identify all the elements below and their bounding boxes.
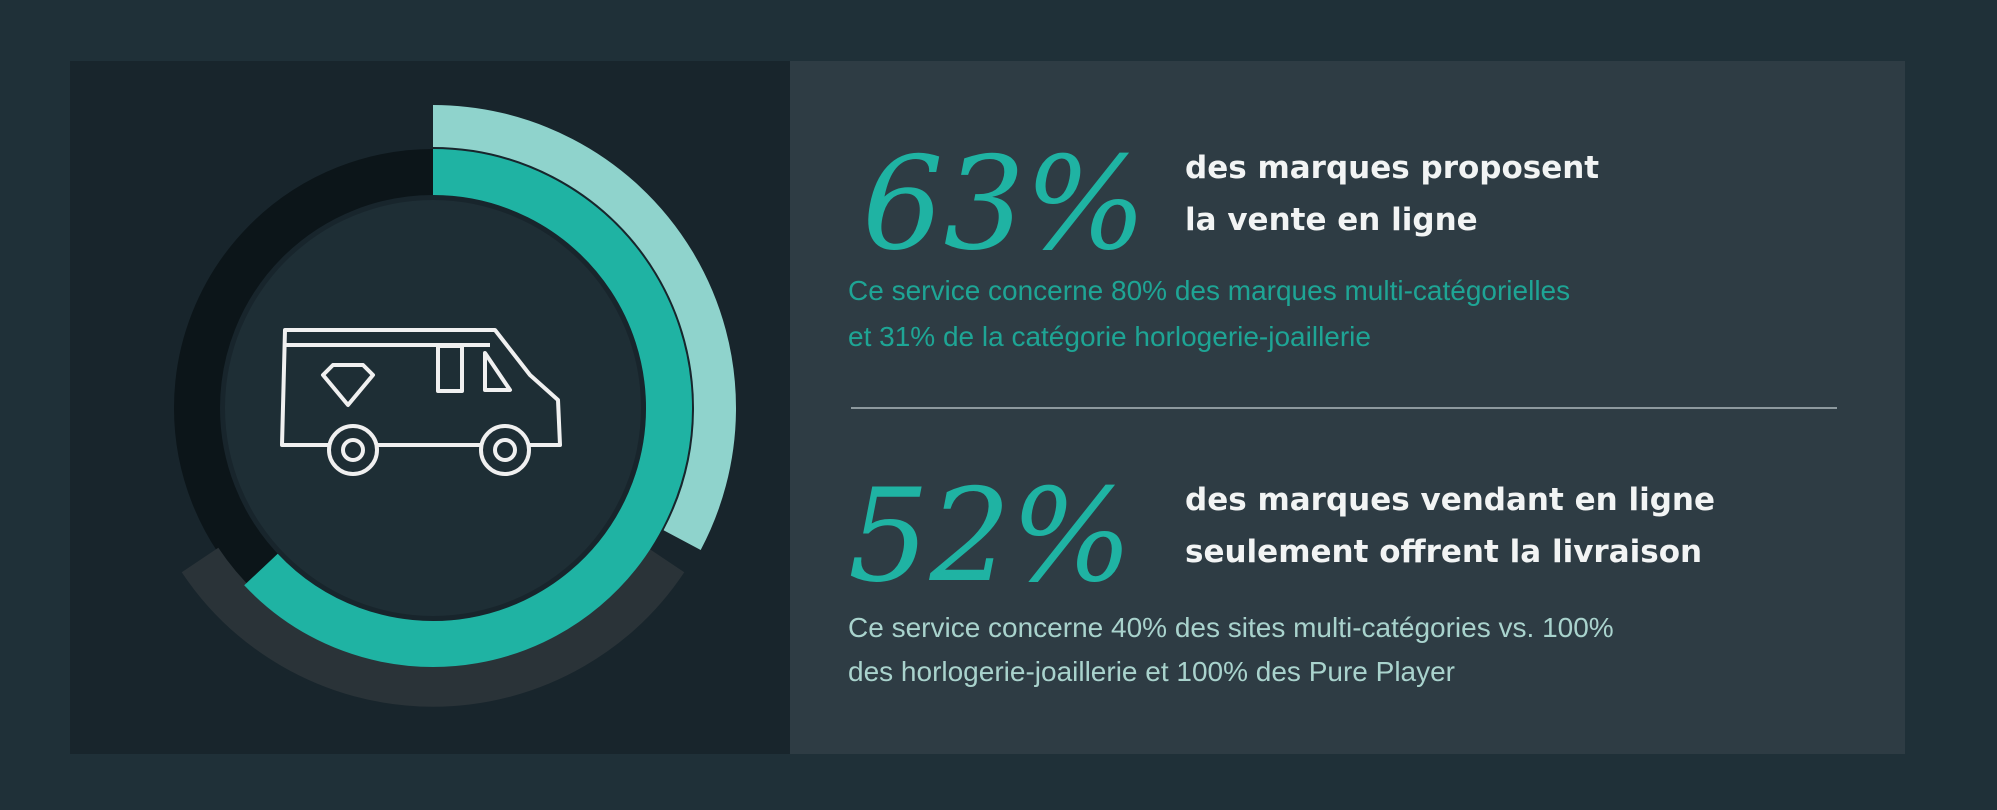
stat-number: 63% — [862, 130, 1147, 279]
stat-detail: des horlogerie-joaillerie et 100% des Pu… — [848, 656, 1455, 687]
stat-headline: la vente en ligne — [1185, 202, 1478, 238]
stat-detail: Ce service concerne 80% des marques mult… — [848, 275, 1570, 306]
stat-headline: seulement offrent la livraison — [1185, 534, 1702, 570]
ring-shadow — [181, 547, 685, 707]
ring-arc — [432, 105, 736, 550]
inner-disc — [225, 200, 641, 616]
stat-detail: et 31% de la catégorie horlogerie-joaill… — [848, 321, 1371, 352]
stat-detail: Ce service concerne 40% des sites multi-… — [848, 612, 1614, 643]
stat-headline: des marques proposent — [1185, 150, 1599, 186]
stat-headline: des marques vendant en ligne — [1185, 482, 1715, 518]
ring-arc — [244, 149, 692, 667]
stat-number: 52% — [848, 462, 1133, 611]
truck-icon — [280, 328, 562, 476]
